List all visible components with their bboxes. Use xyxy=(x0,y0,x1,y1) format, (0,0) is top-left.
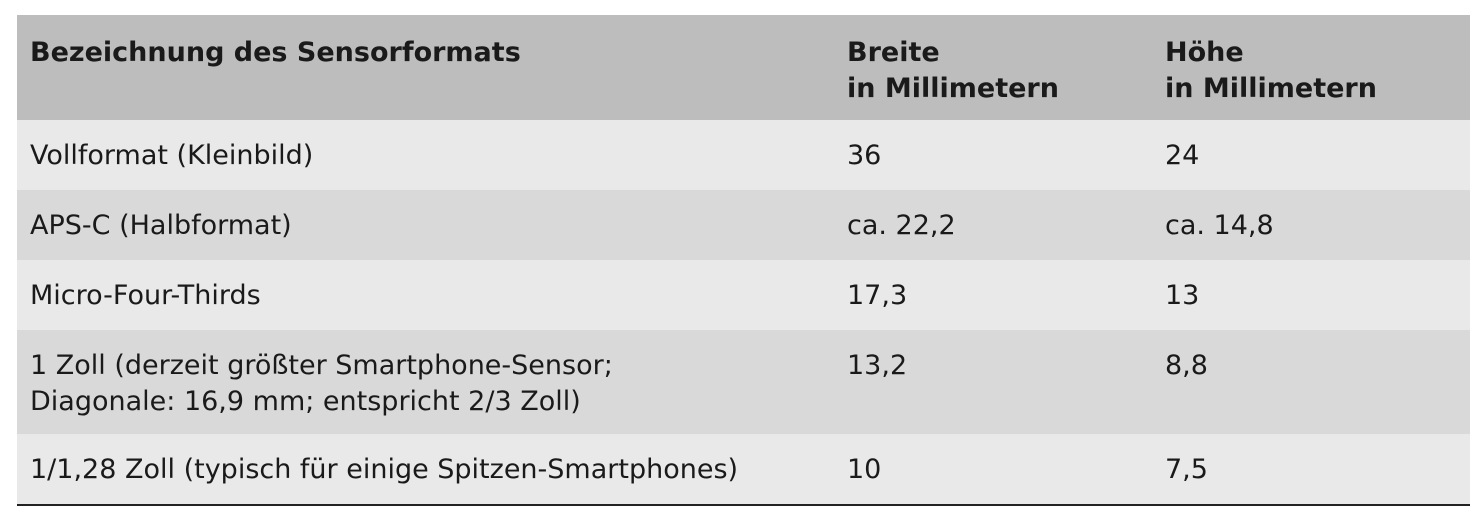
table-cell: Breite in Millimetern xyxy=(834,35,1152,120)
cell-text: ca. 22,2 xyxy=(847,210,956,241)
cell-text: 10 xyxy=(847,454,882,485)
cell-text: ca. 14,8 xyxy=(1165,210,1274,241)
cell-text: Bezeichnung des Sensorformats xyxy=(30,37,521,68)
cell-text: 7,5 xyxy=(1165,454,1208,485)
cell-text: in Millimetern xyxy=(847,73,1059,104)
table-cell: 10 xyxy=(834,452,1152,504)
table-cell: 36 xyxy=(834,138,1152,190)
table-cell: Höhe in Millimetern xyxy=(1152,35,1470,120)
cell-text: Diagonale: 16,9 mm; entspricht 2/3 Zoll) xyxy=(30,386,581,417)
header-row: Bezeichnung des Sensorformats Breite in Mi… xyxy=(17,15,1470,120)
table-cell: 17,3 xyxy=(834,278,1152,330)
cell-text: 1 Zoll (derzeit größter Smartphone-Senso… xyxy=(30,350,613,381)
sensor-table: Bezeichnung des Sensorformats Breite in Mi… xyxy=(17,15,1470,506)
table-cell: ca. 22,2 xyxy=(834,208,1152,260)
table-cell: 13,2 xyxy=(834,348,1152,434)
table-cell: 13 xyxy=(1152,278,1470,330)
cell-text: 1/1,28 Zoll (typisch für einige Spitzen-… xyxy=(30,454,739,485)
cell-text: 8,8 xyxy=(1165,350,1208,381)
cell-text: 13,2 xyxy=(847,350,908,381)
table-cell: Micro-Four-Thirds xyxy=(17,278,834,330)
table-cell: 8,8 xyxy=(1152,348,1470,434)
table-cell: APS-C (Halbformat) xyxy=(17,208,834,260)
cell-text: 36 xyxy=(847,140,882,171)
table-cell: Bezeichnung des Sensorformats xyxy=(17,35,834,120)
table-row: Vollformat (Kleinbild) 36 24 xyxy=(17,120,1470,190)
cell-text: 24 xyxy=(1165,140,1200,171)
table-row: 1/1,28 Zoll (typisch für einige Spitzen-… xyxy=(17,434,1470,504)
cell-text: in Millimetern xyxy=(1165,73,1377,104)
cell-text: Breite xyxy=(847,37,940,68)
cell-text: Micro-Four-Thirds xyxy=(30,280,261,311)
cell-text: 17,3 xyxy=(847,280,908,311)
table-row: APS-C (Halbformat) ca. 22,2 ca. 14,8 xyxy=(17,190,1470,260)
table-cell: 1/1,28 Zoll (typisch für einige Spitzen-… xyxy=(17,452,834,504)
table-cell: 24 xyxy=(1152,138,1470,190)
cell-text: APS-C (Halbformat) xyxy=(30,210,292,241)
cell-text: 13 xyxy=(1165,280,1200,311)
table-cell: 1 Zoll (derzeit größter Smartphone-Senso… xyxy=(17,348,834,434)
cell-text: Vollformat (Kleinbild) xyxy=(30,140,314,171)
table-cell: Vollformat (Kleinbild) xyxy=(17,138,834,190)
cell-text: Höhe xyxy=(1165,37,1244,68)
table-cell: 7,5 xyxy=(1152,452,1470,504)
table-cell: ca. 14,8 xyxy=(1152,208,1470,260)
table-row: Micro-Four-Thirds 17,3 13 xyxy=(17,260,1470,330)
table-row: 1 Zoll (derzeit größter Smartphone-Senso… xyxy=(17,330,1470,434)
